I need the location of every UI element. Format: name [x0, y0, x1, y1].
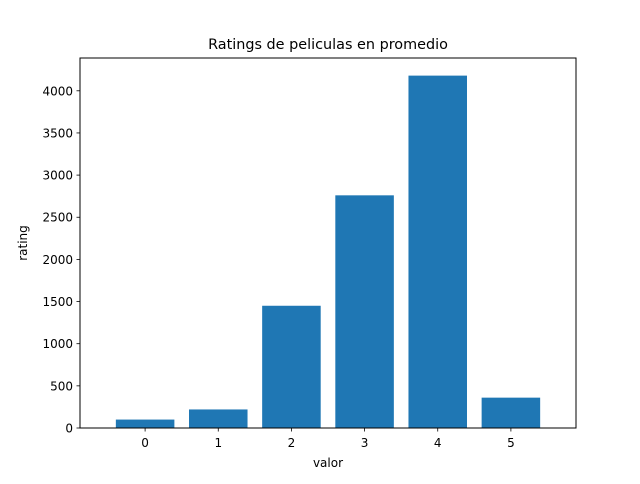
ticks-layer: 0 1 2 3 4 5 0 500 1000 1500 2000 2500 3000 3500 4000	[42, 84, 514, 450]
y-tick-label: 2000	[42, 253, 73, 267]
y-tick-label: 500	[50, 379, 73, 393]
x-tick-label: 2	[288, 436, 296, 450]
bar-2	[262, 305, 321, 428]
bar-3	[335, 195, 394, 428]
bar-5	[481, 397, 541, 428]
y-tick-label: 3500	[42, 126, 73, 140]
x-tick-label: 0	[141, 436, 149, 450]
y-tick-label: 2500	[42, 211, 73, 225]
axes-frame	[79, 57, 577, 429]
bars-layer	[115, 75, 541, 429]
x-tick-label: 3	[361, 436, 369, 450]
y-tick-label: 1000	[42, 337, 73, 351]
x-tick-label: 1	[214, 436, 222, 450]
x-tick-label: 5	[507, 436, 515, 450]
bar-4	[408, 75, 467, 429]
y-axis-label: rating	[16, 225, 30, 261]
bar-0	[115, 419, 175, 428]
y-tick-label: 4000	[42, 84, 73, 98]
chart-title: Ratings de peliculas en promedio	[208, 37, 448, 53]
x-axis-label: valor	[313, 456, 343, 470]
x-tick-label: 4	[434, 436, 442, 450]
bar-1	[189, 409, 248, 428]
y-tick-label: 3000	[42, 169, 73, 183]
y-tick-label: 1500	[42, 295, 73, 309]
y-tick-label: 0	[65, 422, 73, 436]
